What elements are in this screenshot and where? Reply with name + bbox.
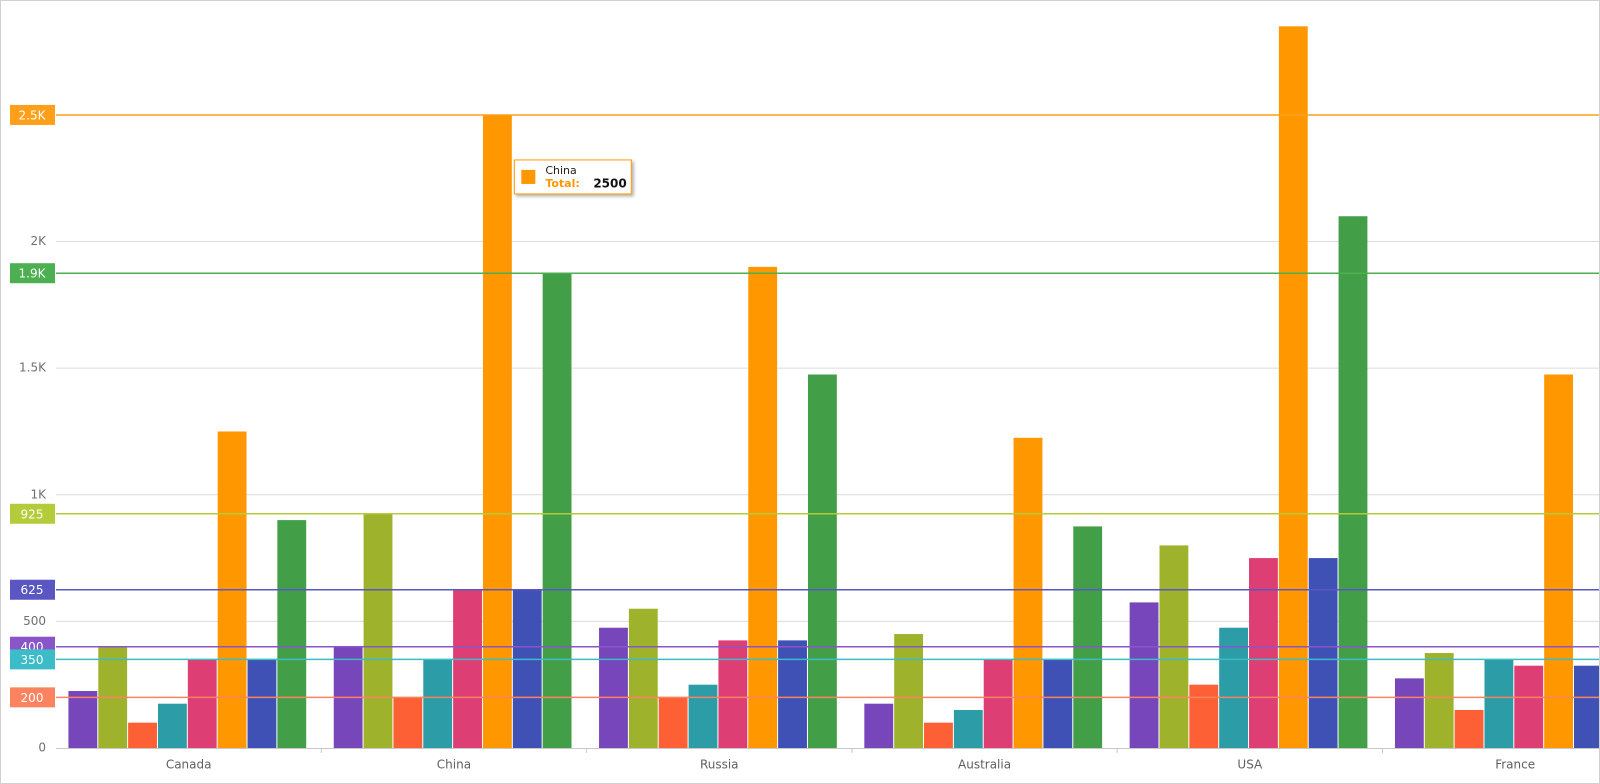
bar (599, 627, 628, 748)
constant-line-label-box (10, 503, 55, 524)
tooltip-value: 2500 (593, 176, 626, 190)
x-tick-label: USA (1237, 758, 1263, 772)
bar (894, 634, 924, 748)
bar (1424, 653, 1454, 748)
bar (1043, 659, 1073, 748)
bar (277, 520, 307, 748)
bar (247, 659, 277, 748)
y-tick-label: 500 (23, 614, 46, 628)
bar (1544, 374, 1574, 748)
bar (1219, 627, 1249, 748)
bar (1073, 526, 1103, 748)
bar (542, 273, 572, 748)
bar (778, 640, 807, 748)
constant-line-label-box (10, 104, 55, 125)
plot: 0 500 1K 1.5K 2K 2.5K Canada China Russia Austral… (19, 26, 1599, 772)
bar (864, 703, 894, 748)
bar (363, 513, 393, 748)
bar (1189, 684, 1219, 748)
bar (1308, 558, 1338, 748)
y-tick-label: 1.5K (19, 361, 47, 375)
x-tick-label: China (437, 758, 471, 772)
bar (1129, 602, 1159, 748)
bar (807, 374, 837, 748)
bar (628, 608, 658, 748)
bar (1338, 216, 1368, 748)
bar (748, 266, 778, 748)
bar (453, 589, 482, 748)
bar (1514, 665, 1544, 748)
constant-line-label-box (10, 687, 55, 708)
bar (953, 710, 983, 748)
bar (1454, 710, 1484, 748)
x-tick-label: Russia (700, 758, 739, 772)
x-tick-label: Australia (958, 758, 1011, 772)
bar (1574, 665, 1599, 748)
constant-line-label-box (10, 579, 55, 600)
bar (187, 659, 217, 748)
bar (924, 722, 953, 748)
y-tick-label: 2K (30, 234, 47, 248)
x-tick-label: France (1495, 758, 1535, 772)
bar (128, 722, 157, 748)
constant-line-label-box (10, 263, 55, 284)
x-tick-label: Canada (166, 758, 212, 772)
constant-line-label: 350 (21, 653, 44, 667)
y-tick-label: 1K (30, 487, 47, 501)
tooltip-category: China (545, 164, 576, 177)
constant-line-label: 625 (21, 583, 44, 597)
bar (983, 659, 1013, 748)
bar (1278, 26, 1308, 749)
bar (423, 659, 453, 748)
y-tick-label: 0 (38, 741, 46, 755)
tooltip-swatch (521, 169, 536, 184)
constant-line-label: 200 (21, 691, 44, 705)
bar (68, 691, 98, 748)
constant-line-label: 2.5K (19, 108, 47, 122)
bar (1484, 659, 1514, 748)
bar (1249, 558, 1278, 748)
bar (718, 640, 748, 748)
bar (688, 684, 718, 748)
constant-line-label-box (10, 649, 55, 670)
bar (512, 589, 542, 748)
constant-line-label: 1.9K (19, 267, 47, 281)
bar (393, 697, 423, 748)
bar (1013, 437, 1043, 748)
bar (1394, 678, 1424, 748)
constant-line-label: 925 (21, 507, 44, 521)
tooltip-label: Total: (545, 177, 579, 190)
bar (482, 114, 512, 748)
bar (658, 697, 688, 748)
bar (157, 703, 187, 748)
